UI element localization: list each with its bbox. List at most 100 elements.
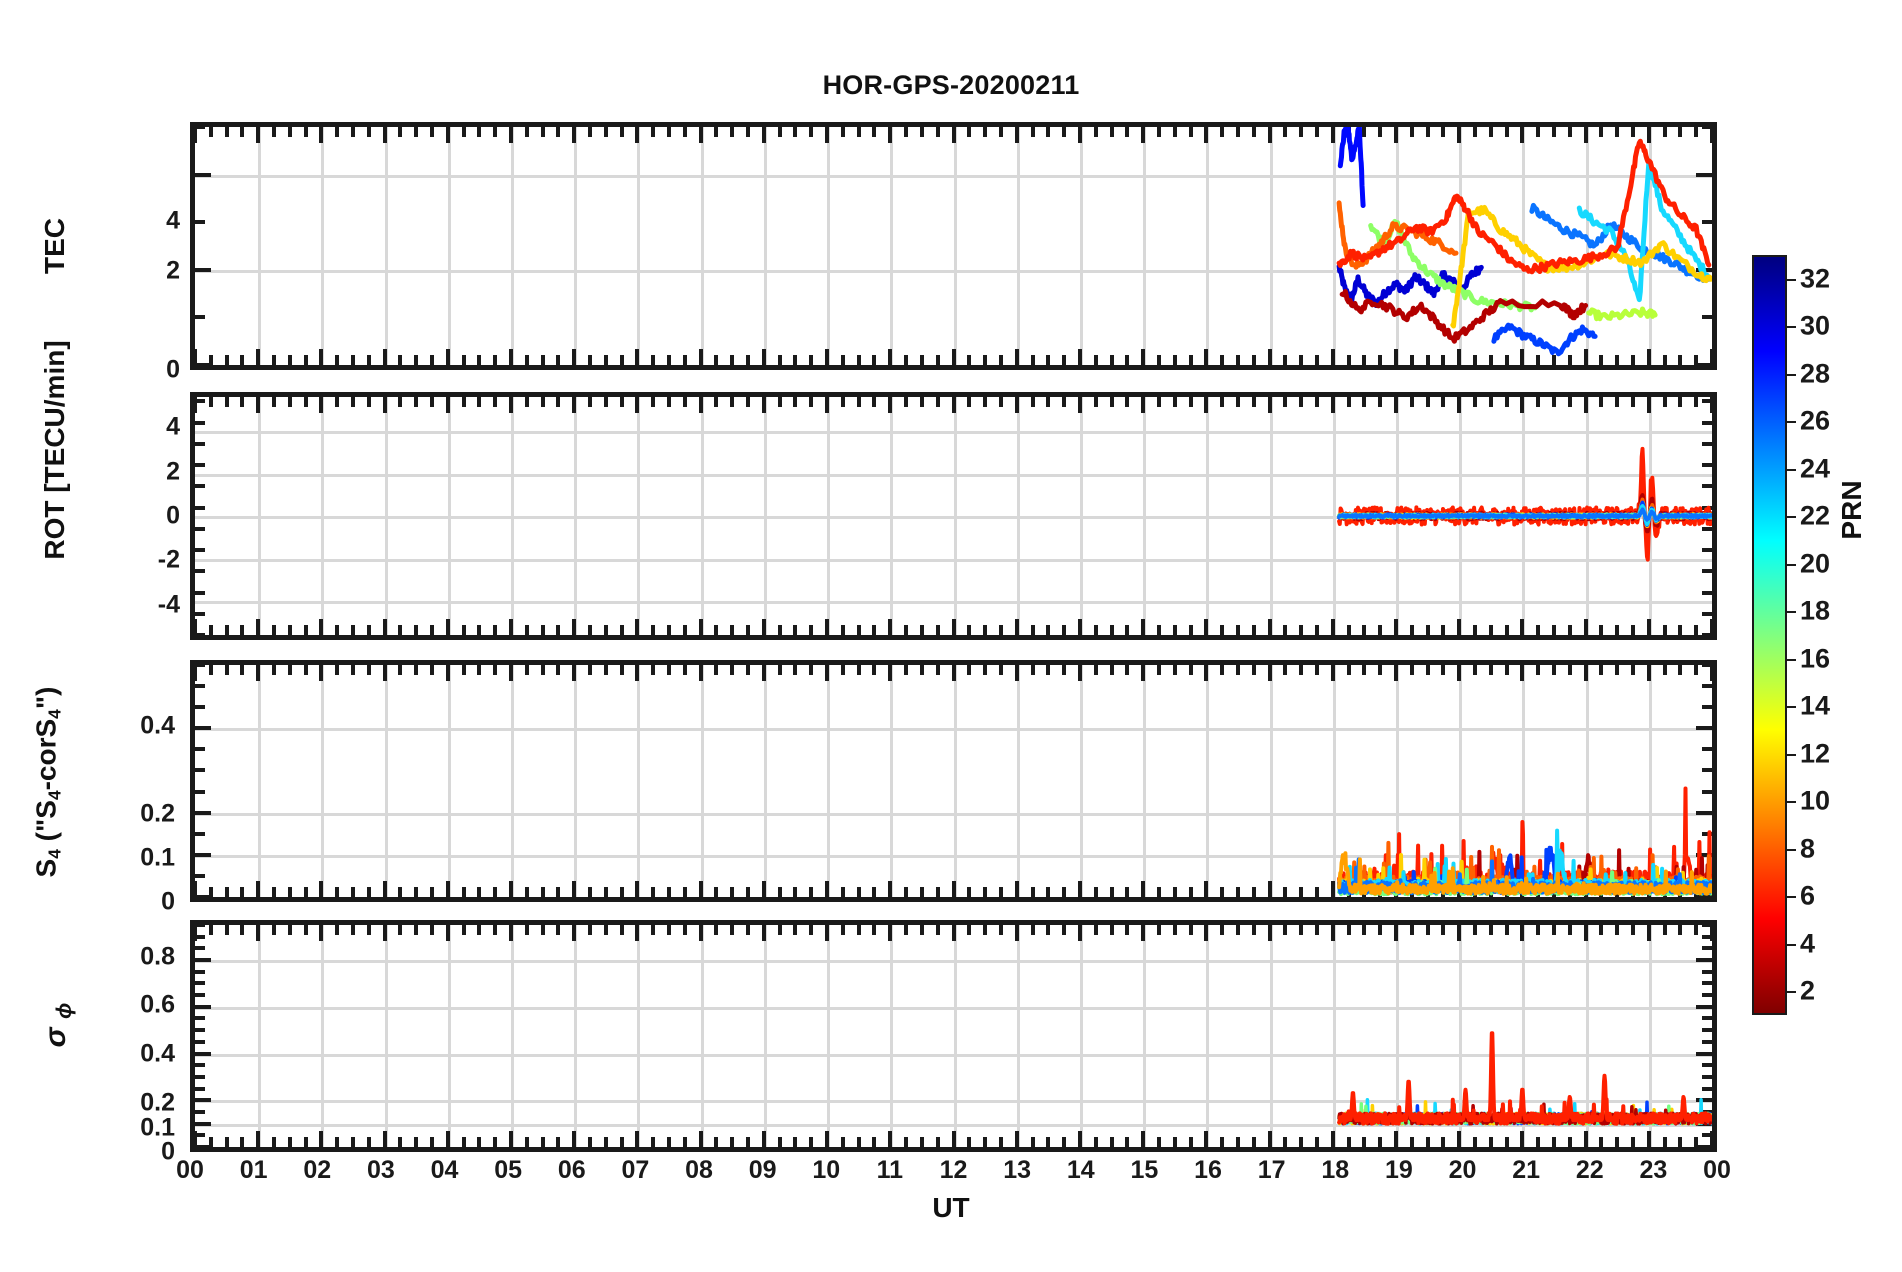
axis-tick-x: [1520, 127, 1525, 143]
axis-tick-x: [1488, 397, 1493, 407]
axis-tick-x: [1678, 127, 1683, 137]
axis-tick-x: [414, 925, 419, 935]
axis-tick-x: [1030, 887, 1035, 897]
axis-tick-x: [746, 665, 751, 675]
axis-tick-x: [430, 1137, 435, 1147]
axis-tick-y: [195, 267, 211, 272]
axis-tick-x: [603, 1137, 608, 1147]
axis-tick-x: [493, 625, 498, 635]
axis-tick-x: [667, 355, 672, 365]
axis-tick-x: [1267, 665, 1272, 681]
axis-tick-x: [1125, 625, 1130, 635]
axis-tick-y: [1702, 569, 1712, 574]
axis-tick-x: [1330, 1131, 1335, 1147]
axis-tick-x: [1030, 925, 1035, 935]
axis-tick-x: [1583, 665, 1588, 681]
axis-tick-y: [195, 873, 205, 878]
axis-tick-x: [777, 625, 782, 635]
axis-tick-x: [1172, 1137, 1177, 1147]
axis-tick-x: [1457, 349, 1462, 365]
axis-tick-x: [1077, 127, 1082, 143]
axis-tick-x: [1457, 665, 1462, 681]
colorbar-tick: [1787, 801, 1796, 804]
axis-tick-x: [1125, 887, 1130, 897]
axis-tick-x: [619, 1137, 624, 1147]
axis-tick-x: [1504, 1137, 1509, 1147]
axis-tick-x: [540, 665, 545, 675]
axis-tick-y: [1702, 463, 1712, 467]
axis-tick-x: [1172, 397, 1177, 407]
axis-tick-x: [1109, 925, 1114, 935]
axis-tick-x: [1283, 625, 1288, 635]
axis-tick-x: [1694, 625, 1699, 635]
axis-tick-y: [1702, 420, 1712, 425]
data-traces: [1337, 446, 1712, 562]
axis-tick-x: [998, 1137, 1003, 1147]
axis-tick-x: [682, 887, 687, 897]
axis-tick-x: [1267, 881, 1272, 897]
axis-tick-x: [556, 397, 561, 407]
axis-tick-x: [714, 355, 719, 365]
gridline-vertical: [1395, 127, 1399, 365]
gridline-vertical: [763, 127, 767, 365]
axis-tick-x: [224, 625, 229, 635]
axis-tick-x: [256, 127, 261, 143]
axis-tick-y: [1702, 315, 1712, 320]
axis-tick-x: [1299, 665, 1304, 675]
axis-tick-x: [1567, 127, 1572, 137]
gridline-horizontal: [195, 1006, 1712, 1010]
axis-tick-x: [461, 127, 466, 137]
x-tick-label: 11: [876, 1156, 904, 1184]
axis-tick-x: [1583, 349, 1588, 365]
axis-tick-x: [540, 625, 545, 635]
axis-tick-x: [366, 127, 371, 137]
axis-tick-x: [524, 355, 529, 365]
axis-tick-x: [398, 665, 403, 675]
gridline-vertical: [763, 665, 767, 897]
axis-tick-x: [904, 127, 909, 137]
axis-tick-x: [1630, 665, 1635, 675]
axis-tick-x: [1551, 665, 1556, 675]
axis-tick-x: [1630, 1137, 1635, 1147]
colorbar-tick: [1787, 421, 1796, 424]
axis-tick-x: [698, 665, 703, 681]
colorbar-tick-label: 14: [1800, 690, 1831, 721]
axis-tick-x: [461, 397, 466, 407]
axis-tick-x: [1488, 625, 1493, 635]
axis-tick-x: [983, 397, 988, 407]
axis-tick-x: [1235, 127, 1240, 137]
axis-tick-x: [1694, 355, 1699, 365]
axis-tick-x: [572, 925, 577, 941]
axis-tick-x: [366, 925, 371, 935]
gridline-vertical: [637, 665, 641, 897]
gridline-horizontal: [195, 728, 1712, 732]
axis-tick-x: [414, 397, 419, 407]
axis-tick-x: [1283, 397, 1288, 407]
gridline-vertical: [890, 665, 894, 897]
axis-tick-x: [445, 127, 450, 143]
axis-tick-x: [1299, 925, 1304, 935]
colorbar-prn[interactable]: [1752, 255, 1787, 1015]
gridline-vertical: [827, 665, 831, 897]
axis-tick-x: [1188, 665, 1193, 675]
axis-tick-y: [1702, 1028, 1712, 1033]
axis-tick-x: [493, 1137, 498, 1147]
axis-tick-x: [1583, 1131, 1588, 1147]
axis-tick-x: [1615, 625, 1620, 635]
gridline-vertical: [1206, 127, 1210, 365]
axis-tick-x: [777, 887, 782, 897]
axis-tick-y: [195, 1039, 205, 1044]
gridline-vertical: [1269, 127, 1273, 365]
axis-tick-x: [319, 881, 324, 897]
axis-tick-x: [919, 127, 924, 137]
axis-tick-x: [1014, 619, 1019, 635]
axis-tick-x: [1030, 1137, 1035, 1147]
axis-tick-x: [919, 1137, 924, 1147]
axis-tick-x: [777, 127, 782, 137]
axis-tick-x: [1615, 355, 1620, 365]
axis-tick-x: [195, 619, 197, 635]
axis-tick-x: [1030, 397, 1035, 407]
tec-ytick-labels: 4 2 0: [166, 206, 180, 384]
axis-tick-x: [303, 397, 308, 407]
axis-tick-x: [572, 1131, 577, 1147]
